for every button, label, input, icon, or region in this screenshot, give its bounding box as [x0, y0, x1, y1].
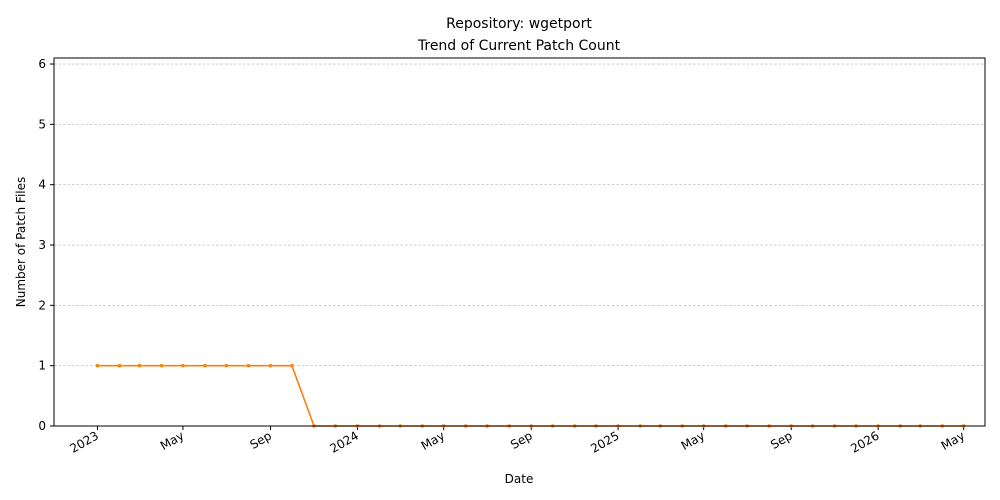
y-axis-ticks: 0 1 2 3 4 5 6	[38, 57, 54, 433]
y-tick-label: 2	[38, 298, 46, 312]
data-point	[95, 363, 100, 368]
data-point	[159, 363, 164, 368]
x-tick-label: Sep	[508, 428, 535, 451]
data-point	[181, 363, 185, 368]
y-tick-label: 1	[38, 359, 46, 373]
x-tick-label: 2023	[67, 428, 100, 455]
data-point	[137, 363, 142, 368]
x-tick-label: 2026	[848, 428, 881, 455]
x-tick-label: Sep	[768, 428, 795, 451]
y-tick-label: 5	[38, 117, 46, 131]
series-layer	[95, 363, 966, 428]
y-tick-label: 3	[38, 238, 46, 252]
x-tick-label: Sep	[247, 428, 274, 451]
x-tick-label: 2024	[327, 428, 360, 455]
series-line	[97, 364, 964, 427]
data-point	[290, 363, 294, 368]
grid-lines	[54, 63, 985, 366]
x-tick-label: May	[939, 428, 967, 453]
data-point	[224, 363, 229, 368]
data-point	[203, 363, 207, 368]
x-axis-label: Date	[505, 472, 534, 486]
x-tick-label: May	[158, 428, 186, 453]
chart-title-line1: Repository: wgetport	[446, 16, 592, 32]
y-tick-label: 0	[38, 419, 46, 433]
x-tick-label: May	[679, 428, 707, 453]
data-point	[117, 363, 122, 368]
x-axis-ticks: 2023 May Sep 2024 May Sep 2025 May Sep 2026 May	[67, 426, 967, 456]
chart-title-line2: Trend of Current Patch Count	[417, 38, 621, 54]
y-tick-label: 6	[38, 57, 46, 71]
y-tick-label: 4	[38, 178, 46, 192]
plot-frame	[53, 57, 986, 427]
data-point	[268, 363, 273, 368]
data-point	[246, 363, 251, 368]
x-tick-label: 2025	[588, 428, 621, 455]
x-tick-label: May	[419, 428, 447, 453]
y-axis-label: Number of Patch Files	[14, 177, 28, 308]
